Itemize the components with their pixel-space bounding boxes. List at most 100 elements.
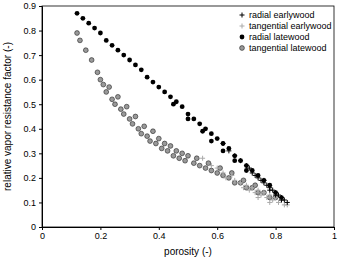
point-group	[116, 48, 121, 53]
point-group	[191, 117, 196, 122]
tick-label: 0	[40, 231, 45, 241]
point-group	[215, 166, 220, 171]
point-group	[253, 173, 258, 178]
point	[162, 141, 167, 146]
point-group	[107, 85, 112, 90]
tick-mark	[39, 178, 42, 179]
point-group	[95, 70, 100, 75]
point	[223, 175, 228, 180]
point	[267, 193, 272, 198]
point	[186, 153, 191, 158]
point	[116, 48, 121, 53]
point	[267, 200, 272, 205]
point	[171, 153, 176, 158]
point	[261, 178, 266, 183]
point-group	[232, 153, 237, 158]
tick-label: 0.3	[23, 149, 36, 159]
point	[145, 134, 150, 139]
point-group	[174, 148, 179, 153]
point-group	[206, 161, 211, 166]
legend-marker	[240, 13, 245, 18]
point	[244, 163, 249, 168]
point	[244, 168, 249, 173]
point	[145, 75, 150, 80]
point	[139, 67, 144, 72]
point	[232, 178, 237, 183]
point-group	[270, 197, 275, 202]
tick-label: 0.4	[23, 124, 36, 134]
point-group	[264, 183, 269, 188]
tick: 0.6	[23, 75, 42, 85]
point	[80, 16, 85, 21]
legend-symbol	[240, 35, 245, 40]
point	[98, 31, 103, 36]
point	[209, 131, 214, 136]
axis-line	[39, 7, 43, 228]
point	[78, 38, 83, 43]
legend-item: tangential latewood	[240, 43, 327, 53]
tick: 0.5	[23, 100, 42, 110]
point	[241, 178, 246, 183]
point	[127, 117, 132, 122]
tick-mark	[39, 80, 42, 81]
legend-symbol	[240, 24, 245, 29]
point-group	[121, 112, 126, 117]
point-group	[253, 190, 258, 195]
point-group	[215, 171, 220, 176]
point-group	[232, 153, 237, 158]
tick-mark	[39, 55, 42, 56]
point-group	[250, 185, 255, 190]
point-group	[279, 197, 284, 202]
point	[209, 163, 214, 168]
point	[267, 188, 272, 193]
point	[186, 117, 191, 122]
point	[180, 151, 185, 156]
legend-label: radial earlywood	[249, 10, 315, 20]
tick-label: 1	[332, 231, 337, 241]
point	[209, 139, 214, 144]
point	[104, 38, 109, 43]
point-group	[200, 156, 205, 161]
x-axis-title: porosity (-)	[164, 246, 212, 257]
point	[92, 26, 97, 31]
tick: 0.4	[23, 124, 42, 134]
point-group	[133, 114, 138, 119]
point	[221, 141, 226, 146]
point	[238, 180, 243, 185]
series	[75, 31, 278, 200]
point-group	[229, 173, 234, 178]
point	[83, 48, 88, 53]
tick: 0.2	[95, 227, 108, 241]
point-group	[110, 97, 115, 102]
point-group	[209, 163, 214, 168]
legend-label: radial latewood	[249, 32, 310, 42]
point-group	[78, 38, 83, 43]
point-group	[139, 131, 144, 136]
point	[107, 85, 112, 90]
point-group	[153, 141, 158, 146]
point-group	[285, 200, 290, 205]
y-axis-title: relative vapor resistance factor (-)	[2, 42, 13, 191]
point	[180, 104, 185, 109]
series	[221, 141, 290, 205]
point-group	[232, 178, 237, 183]
point	[221, 148, 226, 153]
point	[209, 168, 214, 173]
tick: 0.8	[270, 227, 283, 241]
point-group	[101, 82, 106, 87]
point-group	[244, 168, 249, 173]
point-group	[139, 67, 144, 72]
point	[168, 144, 173, 149]
point-group	[162, 90, 167, 95]
point	[136, 126, 141, 131]
point-group	[238, 158, 243, 163]
point	[142, 124, 147, 129]
point	[229, 173, 234, 178]
point	[151, 129, 156, 134]
point-group	[221, 148, 226, 153]
point	[174, 148, 179, 153]
point	[232, 153, 237, 158]
point-group	[221, 170, 226, 175]
point	[206, 161, 211, 166]
point-group	[145, 134, 150, 139]
